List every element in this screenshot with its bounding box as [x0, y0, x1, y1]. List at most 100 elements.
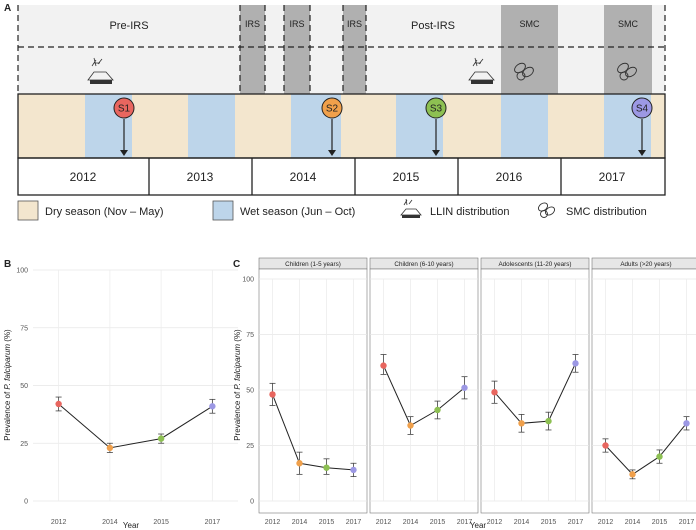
facet-panel [258, 268, 368, 514]
facet-title: Children (6-10 years) [394, 261, 453, 268]
wet-season-2013 [188, 94, 235, 158]
facet-panel [480, 268, 590, 514]
legend-wet-label: Wet season (Jun – Oct) [240, 206, 355, 218]
year-2013: 2013 [187, 170, 214, 184]
facet-1-x-tick-2012: 2012 [265, 519, 281, 526]
season-border [17, 93, 666, 159]
facet-3-point-2017 [572, 360, 579, 367]
facet-3-point-2014 [518, 420, 525, 427]
svg-text:S4: S4 [636, 104, 649, 115]
panel-c-y-tick-0: 0 [250, 499, 254, 506]
panel-c-y-tick-100: 100 [242, 277, 254, 284]
facet-4-x-tick-2017: 2017 [679, 519, 695, 526]
panel-b-point-2014 [106, 444, 114, 452]
facet-2-point-2017 [461, 384, 468, 391]
phase-label-irs-2: IRS [289, 19, 304, 29]
legend: Dry season (Nov – May) Wet season (Jun –… [17, 198, 647, 221]
facet-1-point-2015 [323, 464, 330, 471]
irs-bar-1 [240, 5, 265, 94]
svg-text:S1: S1 [118, 104, 131, 115]
panel-b-point-2015 [157, 435, 165, 442]
facet-3-line [494, 363, 576, 424]
facet-1-point-2017 [350, 466, 357, 474]
facet-2-point-2012 [380, 362, 387, 369]
facet-2: Children (6-10 years) 2012 2014 2015 2017 [369, 257, 479, 526]
pills-icon [617, 62, 637, 81]
year-2015: 2015 [393, 170, 420, 184]
facet-2-point-2014 [407, 422, 414, 429]
phase-label-pre-irs: Pre-IRS [109, 20, 148, 32]
phase-label-smc-2: SMC [618, 19, 639, 29]
legend-wet-swatch [212, 200, 234, 221]
facet-1-x-tick-2014: 2014 [292, 519, 308, 526]
panel-b-y-tick-25: 25 [20, 441, 28, 448]
survey-s4: S4 [631, 97, 653, 156]
svg-text:S3: S3 [430, 104, 443, 115]
facet-1-line [272, 394, 354, 471]
facet-2-x-tick-2015: 2015 [430, 519, 446, 526]
panel-b-label: B [4, 259, 11, 270]
facet-4-x-tick-2012: 2012 [598, 519, 614, 526]
survey-s3: S3 [425, 97, 447, 156]
panel-b-x-tick-2015: 2015 [153, 519, 169, 526]
phase-label-smc-1: SMC [520, 19, 541, 29]
legend-dry-label: Dry season (Nov – May) [45, 206, 164, 218]
panel-a-label: A [4, 3, 11, 14]
phase-label-post-irs: Post-IRS [411, 20, 455, 32]
facet-3-x-tick-2012: 2012 [487, 519, 503, 526]
panel-b-y-tick-50: 50 [20, 383, 28, 390]
panel-b-point-2017 [209, 403, 216, 410]
year-dividers [148, 158, 562, 195]
legend-llin-label: LLIN distribution [430, 206, 510, 218]
year-2012: 2012 [70, 170, 97, 184]
facet-title: Adults (>20 years) [620, 261, 671, 268]
irs-bar-3 [343, 5, 366, 94]
panel-c-x-axis-label: Year [470, 521, 487, 530]
panel-b-y-tick-100: 100 [16, 268, 28, 275]
panel-c-label: C [233, 259, 240, 270]
facet-title: Adolescents (11-20 years) [498, 261, 571, 268]
wet-season-2016 [501, 94, 548, 158]
facet-4-line [605, 422, 687, 476]
facet-1-point-2014 [296, 460, 303, 467]
phase-dividers [17, 5, 666, 94]
facet-4-point-2012 [602, 442, 609, 449]
year-2016: 2016 [496, 170, 523, 184]
facet-4-point-2015 [656, 453, 663, 460]
panel-b-point-2012 [55, 400, 62, 408]
facet-1: Children (1-5 years) 2012 2014 2015 2017 [258, 257, 368, 526]
facet-4-x-tick-2015: 2015 [652, 519, 668, 526]
panel-b-y-tick-0: 0 [24, 499, 28, 506]
panel-c-y-axis-label: Prevalence of P. falciparum (%) [233, 329, 242, 441]
panel-c-y-tick-25: 25 [246, 443, 254, 450]
panel-c-y-tick-75: 75 [246, 332, 254, 339]
facet-1-x-tick-2017: 2017 [346, 519, 362, 526]
facet-3-x-tick-2015: 2015 [541, 519, 557, 526]
facet-panel [369, 268, 479, 514]
irs-bar-2 [284, 5, 310, 94]
facet-4: Adults (>20 years) 2012 2014 2015 2017 [591, 257, 696, 526]
panel-b-x-tick-2017: 2017 [205, 519, 221, 526]
panel-b-x-ticks: 2012 2014 2015 2017 [51, 519, 220, 526]
panel-b-x-tick-2014: 2014 [102, 519, 118, 526]
year-2014: 2014 [290, 170, 317, 184]
year-row [17, 157, 666, 196]
smc-bar-2 [604, 5, 652, 94]
facet-4-point-2014 [629, 471, 636, 478]
net-icon [87, 57, 114, 84]
facet-2-x-tick-2017: 2017 [457, 519, 473, 526]
pills-icon [537, 202, 556, 218]
panel-c-facets: Children (1-5 years)2012 2014 2015 2017Chil… [258, 257, 696, 526]
panel-b-chart: B 0 25 50 75 100 2012 2014 2015 2017 Year Preva… [3, 258, 238, 530]
facet-3-point-2015 [545, 417, 552, 425]
intervention-row [18, 47, 665, 94]
facet-1-x-tick-2015: 2015 [319, 519, 335, 526]
year-2017: 2017 [599, 170, 626, 184]
panel-a-timeline: A Pre-IRS IRS IRS IRS Post-IRS SMC SM [4, 3, 666, 221]
facet-2-line [383, 365, 465, 427]
facet-2-x-tick-2012: 2012 [376, 519, 392, 526]
net-icon [468, 57, 495, 84]
panel-b-y-tick-75: 75 [20, 325, 28, 332]
facet-3: Adolescents (11-20 years) 2012 2014 2015 201… [480, 257, 590, 526]
